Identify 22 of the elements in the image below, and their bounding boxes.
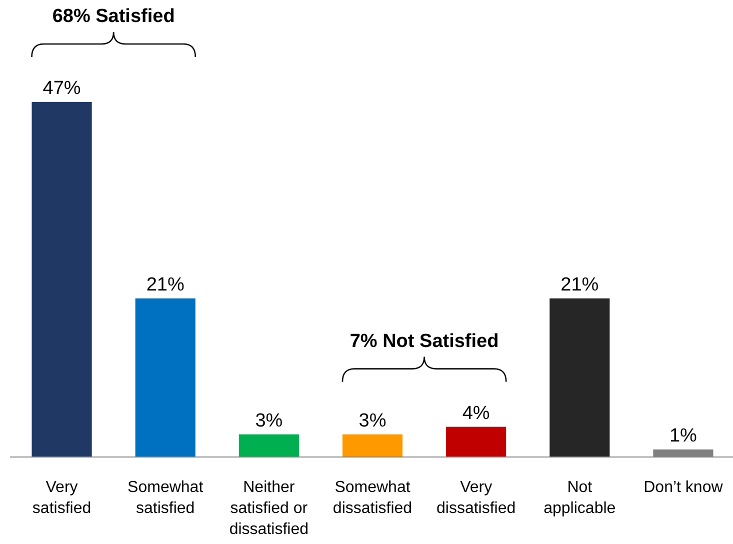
x-tick-label: Not applicable [544, 479, 616, 517]
x-tick-label: Neither satisfied or dissatisfied [229, 479, 309, 538]
data-label: 47% [42, 78, 81, 99]
x-tick-label: Don’t know [644, 479, 724, 496]
bar [32, 102, 92, 457]
data-label: 21% [146, 274, 184, 296]
x-tick-label: Very satisfied [32, 479, 92, 517]
data-label: 21% [560, 274, 599, 296]
bar [550, 298, 610, 457]
text: 68% Satisfied [52, 6, 175, 27]
bar [446, 426, 506, 457]
x-tick-label: Somewhat dissatisfied [332, 479, 412, 517]
annotation: 7% Not Satisfied [350, 330, 499, 352]
x-tick-label: Very dissatisfied [436, 479, 516, 517]
x-tick-label: Somewhat satisfied [128, 479, 204, 517]
data-label: 3% [255, 410, 283, 432]
bar [238, 434, 299, 457]
data-label: 1% [669, 425, 698, 446]
data-label: 3% [358, 410, 386, 432]
bar [342, 434, 403, 457]
data-label: 4% [462, 402, 490, 424]
bar [135, 298, 196, 457]
